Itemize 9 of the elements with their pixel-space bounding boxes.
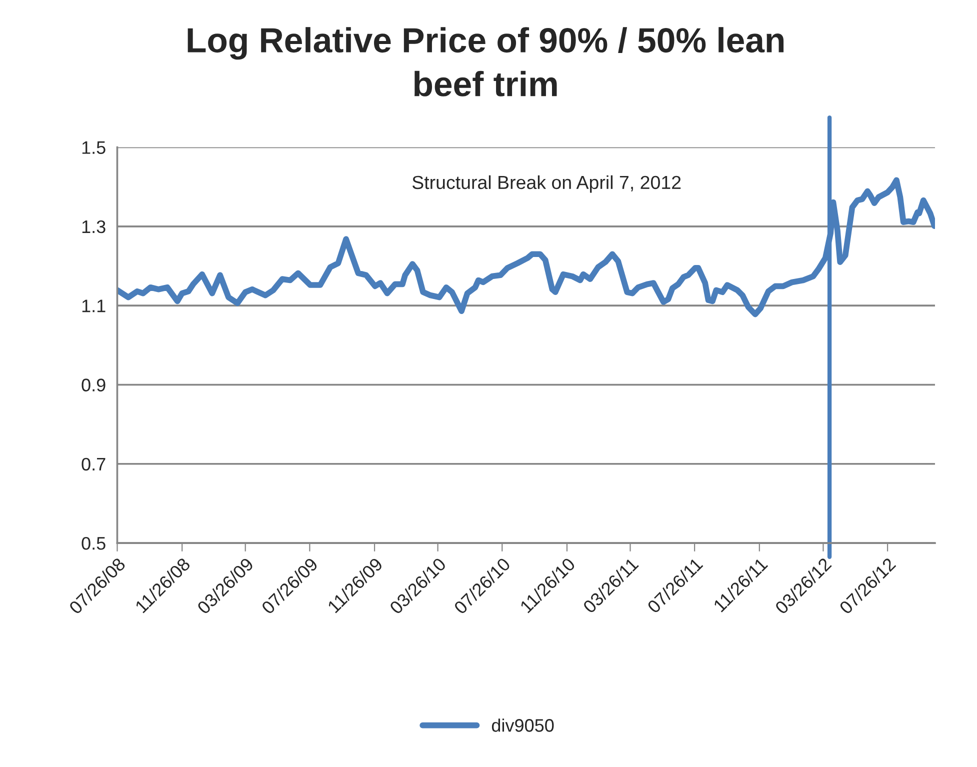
y-tick-label: 0.7 [82,458,106,471]
y-tick-label: 0.5 [82,536,106,550]
chart-title: Log Relative Price of 90% / 50% lean beef trim [188,27,784,96]
legend-label: div9050 [492,718,554,732]
annotation: Structural Break on April 7, 2012 [412,175,681,193]
y-tick-label: 0.9 [82,378,106,392]
y-tick-label: 1.1 [82,300,106,312]
y-tick-label: 1.5 [82,141,106,154]
y-tick-label: 1.3 [82,220,106,234]
